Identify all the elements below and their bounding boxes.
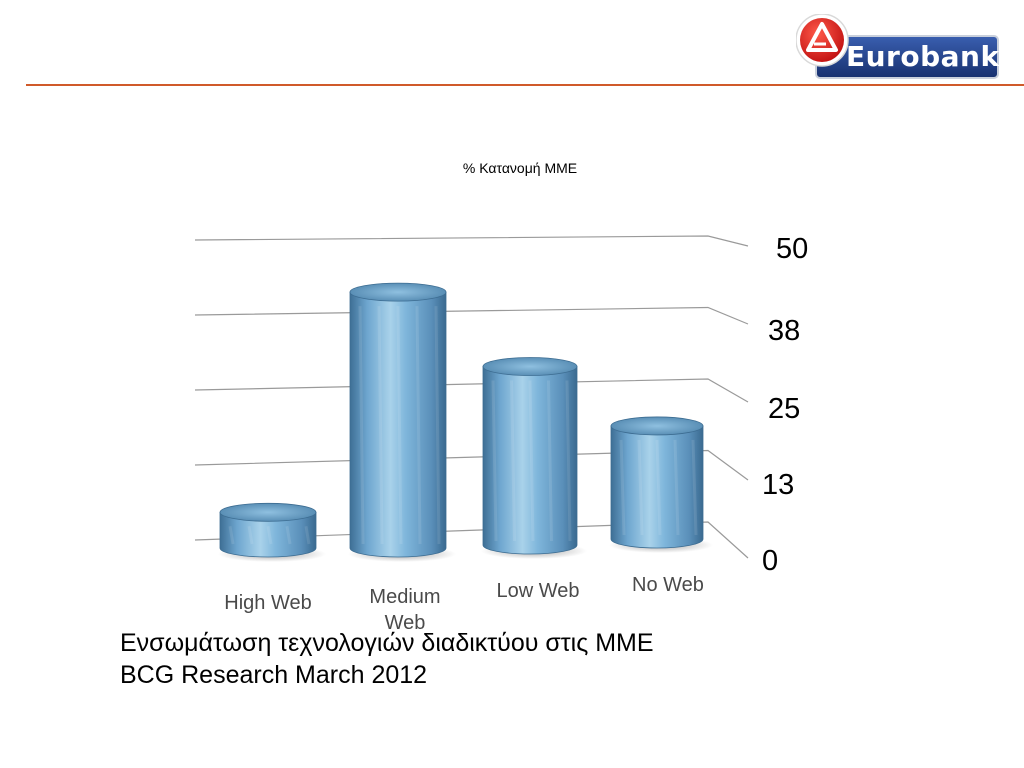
y-tick-label: 25	[768, 393, 800, 425]
bar	[481, 357, 587, 559]
bar-chart: 0 13 25 38 50 High Web Medium Web Low Web No Web	[194, 233, 808, 634]
y-tick-label: 0	[762, 545, 778, 577]
x-category-label: Low Web	[496, 580, 579, 602]
gridline	[194, 378, 749, 403]
bar	[348, 282, 456, 562]
y-tick-label: 13	[762, 469, 794, 501]
header-rule	[26, 84, 1024, 86]
x-category-label: High Web	[224, 592, 311, 614]
eurobank-logo	[796, 14, 999, 79]
gridline	[194, 306, 749, 325]
caption: Ενσωμάτωση τεχνολογιών διαδικτύου στις Μ…	[120, 627, 654, 691]
bar	[218, 502, 326, 562]
x-category-label: No Web	[632, 574, 704, 596]
gridline	[194, 235, 749, 247]
bar	[609, 416, 713, 553]
caption-source: BCG Research March 2012	[120, 661, 428, 689]
caption-title: Ενσωμάτωση τεχνολογιών διαδικτύου στις Μ…	[120, 629, 654, 657]
brand-name: Eurobank	[846, 40, 1000, 73]
y-tick-label: 38	[768, 315, 800, 347]
y-tick-label: 50	[776, 233, 808, 265]
chart-title: % Κατανομή ΜΜΕ	[462, 160, 578, 176]
x-category-label: Medium Web	[369, 586, 440, 634]
